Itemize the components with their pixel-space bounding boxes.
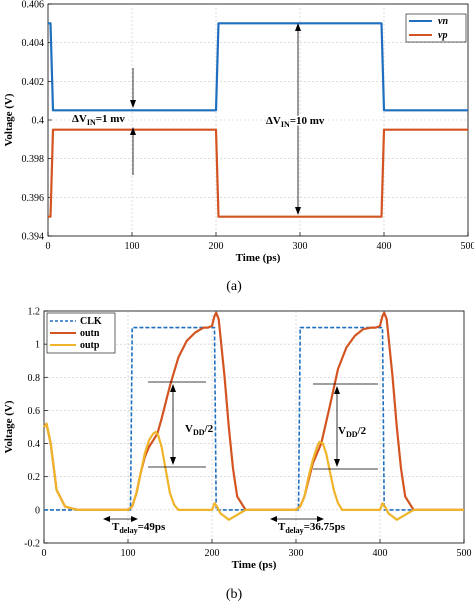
- legend-box-a: [405, 13, 467, 43]
- x-axis-label-b: Time (ps): [232, 559, 277, 571]
- grid-a: [48, 4, 468, 236]
- x-tick-label: 200: [205, 548, 220, 559]
- arrow-head-vdd-2-bottom: [334, 459, 340, 467]
- y-tick-label: 0.8: [28, 373, 41, 384]
- annotation-vdd-half-1: VDD/2: [185, 423, 214, 437]
- y-tick-label: 1.2: [28, 307, 41, 318]
- ticks-a: 0 100 200 300 400 500 0.394 0.396 0.398 0.4 0.402 0…: [22, 0, 474, 252]
- legend-label-outp: outp: [80, 340, 100, 351]
- y-tick-label: 0.404: [22, 38, 45, 49]
- series-a: [48, 22, 468, 218]
- x-axis-label-a: Time (ps): [236, 252, 281, 264]
- series-line-CLK-b: [43, 326, 464, 511]
- y-tick-label: 0.398: [22, 154, 45, 165]
- x-tick-label: 100: [121, 548, 136, 559]
- y-tick-label: 0.396: [22, 193, 45, 204]
- arrow-head-tdelay-2-left: [270, 516, 277, 522]
- arrow-head-vdd-2-top: [334, 386, 340, 394]
- arrow-head-1mv-bottom: [130, 127, 136, 135]
- annotation-tdelay-1: Tdelay=49ps: [112, 521, 166, 535]
- x-tick-label: 0: [42, 548, 47, 559]
- x-tick-label: 400: [373, 548, 388, 559]
- caption-b: (b): [226, 587, 243, 602]
- x-tick-label: 100: [125, 241, 140, 252]
- annotations-a: [130, 23, 301, 215]
- arrow-head-vdd-1-top: [170, 384, 176, 392]
- ticks-b: 0 100 200 300 400 500-0.200.20.40.60.811.2: [24, 307, 471, 560]
- legend-a: vn vp: [405, 13, 467, 43]
- annotation-delta-vin-1mv: ΔVIN=1 mv: [72, 113, 125, 127]
- y-axis-label-b: Voltage (V): [3, 400, 15, 453]
- y-tick-label: 0.402: [22, 77, 45, 88]
- arrow-head-10mv-bottom: [295, 207, 301, 215]
- x-tick-label: 400: [377, 241, 392, 252]
- series-b: [43, 311, 464, 521]
- y-tick-label: 1: [35, 340, 40, 351]
- series-line-vn-a: [48, 22, 468, 112]
- y-tick-label: 0.406: [22, 0, 45, 11]
- chart-panel-b: 0 100 200 300 400 500-0.200.20.40.60.811.2 Ti…: [3, 307, 472, 603]
- x-tick-label: 0: [46, 241, 51, 252]
- y-tick-label: 0.2: [28, 472, 41, 483]
- y-tick-label: 0.394: [22, 232, 45, 243]
- caption-a: (a): [226, 279, 242, 294]
- legend-label-vp: vp: [438, 30, 447, 41]
- legend-label-vn: vn: [438, 16, 448, 27]
- y-tick-label: 0.6: [28, 406, 41, 417]
- arrow-head-tdelay-1-left: [103, 516, 110, 522]
- x-tick-label: 300: [289, 548, 304, 559]
- x-tick-label: 500: [461, 241, 474, 252]
- legend-label-outn: outn: [80, 328, 100, 339]
- y-tick-label: 0.4: [28, 439, 41, 450]
- y-tick-label: 0: [35, 505, 40, 516]
- x-tick-label: 500: [457, 548, 472, 559]
- arrow-head-tdelay-1-right: [131, 516, 138, 522]
- y-axis-label-a: Voltage (V): [3, 93, 15, 146]
- x-tick-label: 300: [293, 241, 308, 252]
- legend-label-clk: CLK: [80, 316, 102, 327]
- series-line-outp-b: [43, 422, 464, 521]
- arrow-head-10mv-top: [295, 23, 301, 31]
- chart-panel-a: 0 100 200 300 400 500 0.394 0.396 0.398 0.4 0.402 0…: [3, 0, 474, 294]
- annotation-tdelay-2: Tdelay=36.75ps: [278, 521, 346, 535]
- arrow-head-tdelay-2-right: [317, 516, 324, 522]
- y-tick-label: -0.2: [24, 539, 40, 550]
- annotation-vdd-half-2: VDD/2: [338, 425, 367, 439]
- legend-b: CLK outn outp: [46, 312, 116, 354]
- series-line-vp-a: [48, 128, 468, 218]
- y-tick-label: 0.4: [32, 116, 45, 127]
- arrow-head-1mv-top: [130, 100, 136, 108]
- annotations-b: [103, 381, 378, 522]
- x-tick-label: 200: [209, 241, 224, 252]
- annotation-delta-vin-10mv: ΔVIN=10 mv: [266, 115, 325, 129]
- arrow-head-vdd-1-bottom: [170, 457, 176, 465]
